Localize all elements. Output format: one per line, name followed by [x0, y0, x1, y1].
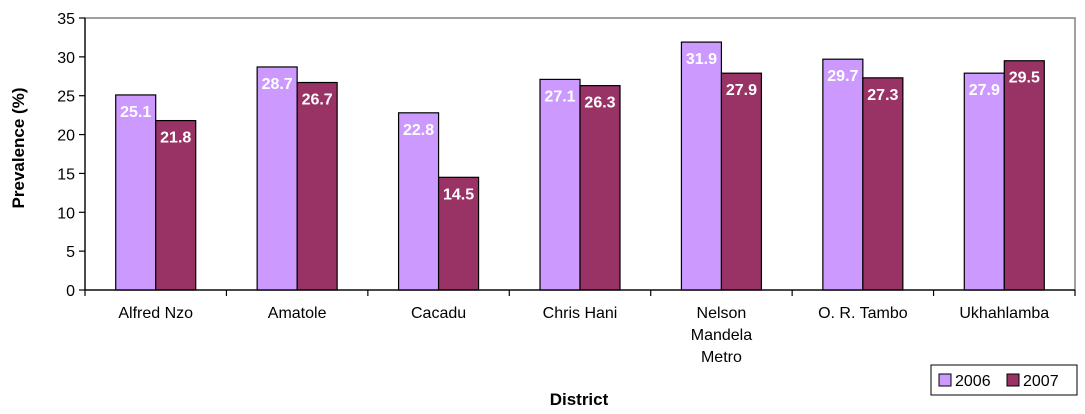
data-label: 31.9 [686, 51, 717, 68]
data-label: 22.8 [403, 122, 434, 139]
y-axis-title: Prevalence (%) [9, 88, 28, 209]
x-tick-label: Cacadu [411, 305, 466, 322]
y-tick-label: 5 [66, 244, 75, 261]
data-label: 28.7 [262, 76, 293, 93]
legend-label-2006: 2006 [955, 373, 991, 390]
x-tick-label: Chris Hani [543, 305, 618, 322]
data-label: 25.1 [120, 104, 151, 121]
x-tick-label: Nelson Mandela Metro [691, 305, 752, 366]
data-label: 27.9 [969, 82, 1000, 99]
legend-box [930, 364, 1078, 396]
bar-2006-7 [963, 72, 1005, 291]
legend-swatch-2007 [1006, 373, 1020, 387]
bar-2007-3 [437, 176, 480, 291]
bar-2007-2 [296, 81, 338, 291]
data-label: 26.3 [584, 95, 615, 112]
bar-2006-2 [256, 66, 298, 291]
legend: 2006 2007 [930, 364, 1078, 396]
bar-2006-6 [822, 58, 864, 291]
x-tick-label: Alfred Nzo [118, 305, 193, 322]
bar-2007-7 [1003, 60, 1045, 291]
bar-2007-6 [862, 77, 904, 291]
bar-2006-5 [680, 41, 723, 291]
legend-swatch-2006 [938, 373, 952, 387]
y-tick-label: 35 [57, 11, 75, 28]
y-tick-label: 20 [57, 128, 75, 145]
data-label: 29.5 [1009, 70, 1040, 87]
data-label: 27.9 [726, 82, 757, 99]
data-label: 14.5 [443, 186, 474, 203]
x-axis-title: District [550, 390, 609, 409]
bar-2007-5 [720, 72, 763, 291]
bar-2007-1 [155, 119, 197, 291]
x-tick-label: O. R. Tambo [818, 305, 908, 322]
data-label: 27.3 [867, 87, 898, 104]
bar-2007-4 [579, 85, 621, 291]
data-label: 26.7 [302, 92, 333, 109]
x-tick-label: Amatole [268, 305, 327, 322]
data-label: 21.8 [160, 130, 191, 147]
y-tick-label: 15 [57, 166, 75, 183]
y-tick-label: 10 [57, 205, 75, 222]
data-label: 29.7 [827, 68, 858, 85]
y-tick-label: 30 [57, 50, 75, 67]
bar-2006-4 [539, 78, 581, 291]
legend-label-2007: 2007 [1023, 373, 1059, 390]
x-tick-label: Ukhahlamba [959, 305, 1049, 322]
y-tick-label: 0 [66, 283, 75, 300]
bar-2006-1 [115, 94, 157, 291]
y-tick-label: 25 [57, 89, 75, 106]
data-label: 27.1 [544, 88, 575, 105]
bar-2006-3 [397, 112, 440, 291]
